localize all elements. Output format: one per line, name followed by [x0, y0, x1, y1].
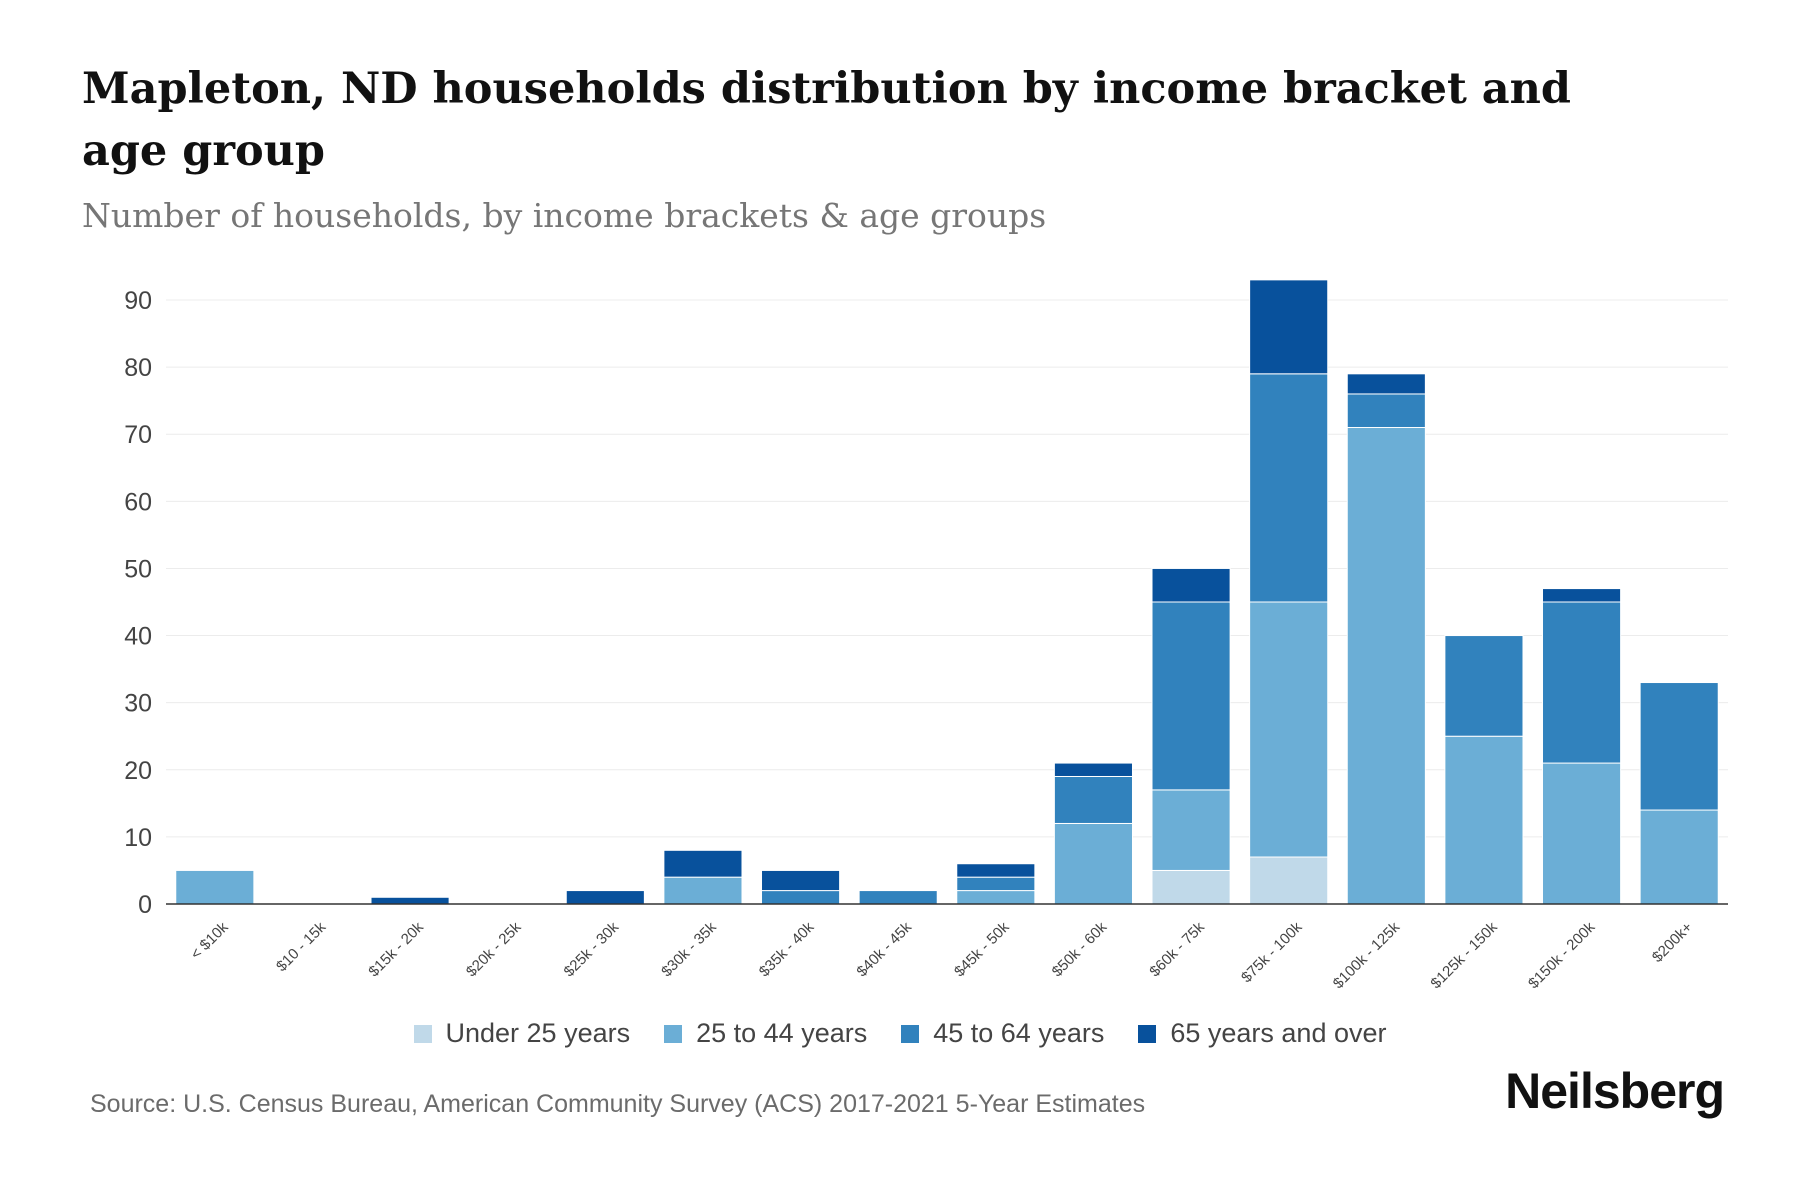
bar-segment [1639, 682, 1719, 811]
legend-swatch [413, 1024, 432, 1043]
bar-segment [370, 896, 450, 905]
bar-segment [1639, 809, 1719, 905]
x-tick-label: $75k - 100k [1238, 918, 1306, 986]
source-note: Source: U.S. Census Bureau, American Com… [90, 1090, 1146, 1118]
legend-label: 65 years and over [1170, 1018, 1387, 1048]
chart-legend: Under 25 years 25 to 44 years 45 to 64 yea… [0, 1018, 1800, 1049]
y-tick-label: 0 [138, 891, 152, 919]
bar-segment [956, 863, 1036, 878]
bar-segment [1053, 822, 1133, 905]
bar-segment [663, 876, 743, 905]
bar-segment [1444, 735, 1524, 905]
bar-segment [1053, 762, 1133, 777]
x-tick-label: $50k - 60k [1049, 918, 1111, 980]
legend-item: 45 to 64 years [901, 1018, 1104, 1049]
bar-segment [1151, 869, 1231, 905]
bar-segment [565, 890, 645, 905]
y-tick-label: 10 [124, 824, 152, 852]
legend-swatch [901, 1024, 920, 1043]
bar-segment [1249, 601, 1329, 858]
bar-segment [1542, 588, 1622, 603]
bar-segment [1346, 393, 1426, 429]
bar-segment [761, 890, 841, 905]
legend-swatch [1138, 1024, 1157, 1043]
legend-swatch [664, 1024, 683, 1043]
x-tick-label: $25k - 30k [561, 918, 623, 980]
x-tick-label: $200k+ [1649, 919, 1696, 966]
bar-segment [1346, 427, 1426, 905]
y-tick-label: 80 [124, 354, 152, 382]
legend-item: 65 years and over [1138, 1018, 1387, 1049]
x-tick-label: $40k - 45k [853, 918, 915, 980]
stacked-bar-chart: 0 10 20 30 40 50 60 70 80 90 < $10k $10 - 15k $15k -… [124, 279, 1728, 992]
x-tick-label: $15k - 20k [365, 918, 427, 980]
x-tick-label: $100k - 125k [1330, 918, 1404, 992]
legend-item: Under 25 years [413, 1018, 631, 1049]
bar-segment [1151, 789, 1231, 871]
bar-segment [1249, 279, 1329, 375]
bar-segment [761, 869, 841, 892]
y-tick-label: 70 [124, 421, 152, 449]
legend-label: 25 to 44 years [696, 1018, 868, 1048]
y-tick-label: 60 [124, 488, 152, 516]
bar-segment [1249, 373, 1329, 603]
x-tick-label: $60k - 75k [1146, 918, 1208, 980]
x-tick-label: $125k - 150k [1427, 918, 1501, 992]
x-tick-label: < $10k [187, 918, 232, 963]
x-tick-label: $10 - 15k [273, 918, 330, 975]
chart-subtitle: Number of households, by income brackets… [82, 196, 1047, 235]
x-tick-label: $20k - 25k [463, 918, 525, 980]
bar-segment [1542, 601, 1622, 764]
legend-item: 25 to 44 years [664, 1018, 867, 1049]
x-tick-label: $30k - 35k [658, 918, 720, 980]
y-tick-label: 50 [124, 555, 152, 583]
x-tick-label: $35k - 40k [756, 918, 818, 980]
bar-segment [1151, 567, 1231, 603]
bar-segment [858, 890, 938, 905]
bar-segment [1542, 762, 1622, 905]
bar-segment [1346, 373, 1426, 395]
bar-segment [956, 876, 1036, 892]
bar-segment [956, 890, 1036, 905]
chart-title: Mapleton, ND households distribution by … [82, 64, 1571, 176]
y-tick-label: 30 [124, 690, 152, 718]
x-tick-label: $45k - 50k [951, 918, 1013, 980]
x-tick-label: $150k - 200k [1525, 918, 1599, 992]
bar-segment [175, 869, 255, 905]
bar-segment [1053, 775, 1133, 824]
bar-segment [1444, 635, 1524, 737]
bar-segment [663, 849, 743, 878]
legend-label: Under 25 years [445, 1018, 631, 1048]
y-tick-label: 40 [124, 623, 152, 651]
legend-label: 45 to 64 years [933, 1018, 1105, 1048]
y-tick-label: 90 [124, 287, 152, 315]
brand-logo: Neilsberg [1505, 1063, 1725, 1119]
y-tick-label: 20 [124, 757, 152, 785]
bar-segment [1151, 601, 1231, 791]
bar-segment [1249, 856, 1329, 905]
